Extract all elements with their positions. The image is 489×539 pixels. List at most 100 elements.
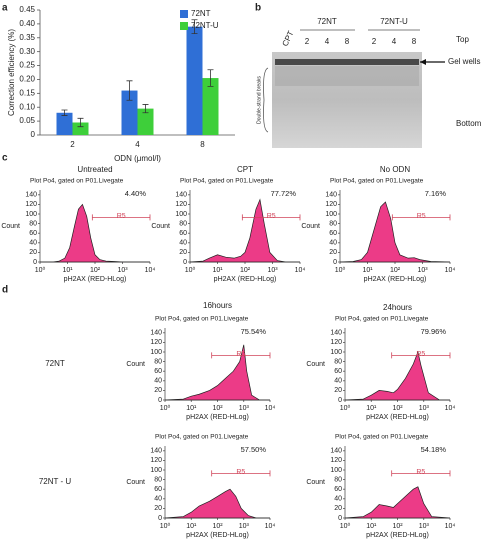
plot-title: No ODN <box>380 165 410 174</box>
y-tick-label: 100 <box>330 467 342 474</box>
gel-image <box>272 52 422 148</box>
histogram-area <box>189 198 300 263</box>
x-tick-label: 2 <box>70 140 75 149</box>
x-tick-label: 10⁴ <box>145 267 156 274</box>
plot-title: CPT <box>237 165 253 174</box>
percent-annotation: 7.16% <box>425 189 447 198</box>
error-bar <box>207 69 214 87</box>
gel <box>263 29 445 148</box>
y-tick-label: 80 <box>334 476 342 483</box>
y-tick-label: 60 <box>329 230 337 237</box>
x-tick-label: 10⁰ <box>185 266 196 274</box>
bar <box>56 112 73 135</box>
legend-label: 72NT <box>191 9 211 18</box>
bar <box>202 78 219 135</box>
y-tick-label: 40 <box>154 496 162 503</box>
y-tick-label: 60 <box>179 230 187 237</box>
y-tick-label: 0.10 <box>19 102 35 111</box>
x-tick-label: 10⁰ <box>340 522 351 530</box>
row-label: 72NT - U <box>39 477 72 486</box>
x-tick-label: 10¹ <box>366 405 377 412</box>
y-tick-label: 120 <box>175 201 187 208</box>
x-axis-label: pH2AX (RED-HLog) <box>186 532 249 539</box>
y-tick-label: 140 <box>330 330 342 337</box>
y-tick-label: 140 <box>325 192 337 199</box>
histogram-area <box>164 488 270 519</box>
y-tick-label: 60 <box>154 486 162 493</box>
x-tick-label: 10³ <box>117 267 128 274</box>
arrow-head <box>420 59 426 65</box>
error-bar <box>61 109 68 116</box>
x-tick-label: 10⁰ <box>340 404 351 412</box>
x-tick-label: 10³ <box>419 523 430 530</box>
gate-label: R5 <box>236 351 245 358</box>
percent-annotation: 54.18% <box>421 445 447 454</box>
y-tick-label: 80 <box>29 220 37 227</box>
x-tick-label: 10³ <box>267 267 278 274</box>
percent-annotation: 79.96% <box>421 327 447 336</box>
plot-subtitle: Plot Po4, gated on P01.Livegate <box>335 434 429 441</box>
panel-label: d <box>2 285 8 296</box>
y-tick-label: 0 <box>158 397 162 404</box>
x-axis-label: pH2AX (RED-HLog) <box>366 532 429 539</box>
gate <box>391 214 451 221</box>
gel-wells-band <box>275 59 419 65</box>
top-label: Top <box>456 35 469 44</box>
legend-swatch <box>180 10 188 18</box>
x-tick-label: 10¹ <box>212 267 223 274</box>
panel-label: b <box>255 3 261 14</box>
y-axis-label: Count <box>126 479 145 486</box>
y-tick-label: 120 <box>150 339 162 346</box>
x-tick-label: 10⁴ <box>445 405 456 412</box>
y-tick-label: 120 <box>330 339 342 346</box>
x-axis-label: pH2AX (RED-HLog) <box>214 276 277 283</box>
y-tick-label: 40 <box>29 240 37 247</box>
x-tick-label: 10⁰ <box>160 522 171 530</box>
y-tick-label: 0.20 <box>19 75 35 84</box>
x-axis-label: pH2AX (RED-HLog) <box>366 414 429 421</box>
gate-label: R5 <box>416 469 425 476</box>
x-axis-label: pH2AX (RED-HLog) <box>186 414 249 421</box>
y-axis-label: Correction efficiency (%) <box>7 29 16 116</box>
y-tick-label: 100 <box>150 467 162 474</box>
y-tick-label: 120 <box>325 201 337 208</box>
panel-label: a <box>2 3 8 14</box>
y-tick-label: 100 <box>175 211 187 218</box>
x-tick-label: 10⁰ <box>335 266 346 274</box>
x-tick-label: 10³ <box>419 405 430 412</box>
x-tick-label: 10¹ <box>186 405 197 412</box>
plot-subtitle: Plot Po4, gated on P01.Livegate <box>335 316 429 323</box>
histogram-area <box>164 344 270 401</box>
percent-annotation: 77.72% <box>271 189 297 198</box>
panel-label: c <box>2 153 8 164</box>
x-tick-label: 10¹ <box>366 523 377 530</box>
plot-title: 24hours <box>383 303 412 312</box>
row-label: 72NT <box>45 359 65 368</box>
x-tick-label: 10² <box>392 523 403 530</box>
dose-label: 4 <box>325 37 330 46</box>
x-tick-label: 4 <box>135 140 140 149</box>
gate <box>241 214 301 221</box>
bottom-label: Bottom <box>456 119 482 128</box>
y-tick-label: 80 <box>154 476 162 483</box>
y-tick-label: 60 <box>154 368 162 375</box>
y-tick-label: 60 <box>334 486 342 493</box>
y-tick-label: 120 <box>25 201 37 208</box>
percent-annotation: 4.40% <box>125 189 147 198</box>
plot-subtitle: Plot Po4, gated on P01.Livegate <box>330 178 424 185</box>
gate <box>211 470 271 477</box>
gate-label: R5 <box>416 351 425 358</box>
dose-label: 2 <box>305 37 310 46</box>
legend-swatch <box>180 22 188 30</box>
percent-annotation: 57.50% <box>241 445 267 454</box>
y-tick-label: 0 <box>158 515 162 522</box>
x-tick-label: 10⁰ <box>35 266 46 274</box>
y-axis-label: Count <box>301 223 320 230</box>
y-tick-label: 0 <box>338 515 342 522</box>
y-tick-label: 80 <box>179 220 187 227</box>
y-tick-label: 100 <box>25 211 37 218</box>
group-label: 72NT-U <box>380 17 408 26</box>
y-tick-label: 40 <box>329 240 337 247</box>
legend-label: 72NT-U <box>191 21 219 30</box>
y-tick-label: 20 <box>334 387 342 394</box>
